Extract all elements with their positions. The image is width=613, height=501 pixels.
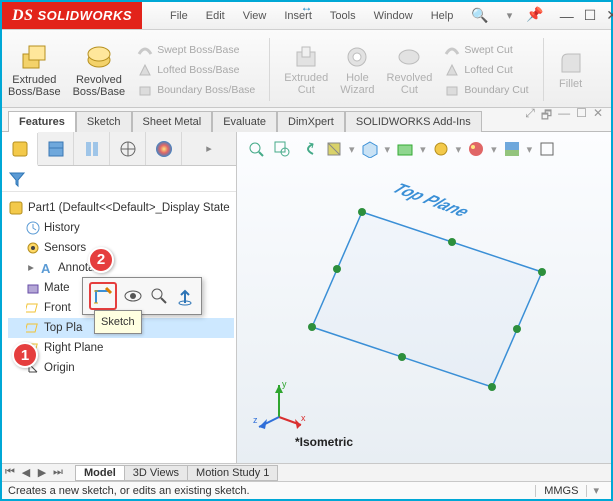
context-sketch-button[interactable] [89, 282, 117, 310]
status-dropdown-icon[interactable]: ▾ [587, 484, 605, 497]
tree-root[interactable]: Part1 (Default<<Default>_Display State [8, 198, 234, 218]
app-name: SOLIDWORKS [37, 8, 132, 23]
btab-prev-icon[interactable]: ◀ [18, 466, 34, 479]
graphics-viewport[interactable]: ▾ ▾ ▾ ▾ ▾ ▾ Top Plane x y z [237, 132, 611, 463]
callout-2: 2 [88, 247, 114, 273]
boss-flyouts: Swept Boss/Base Lofted Boss/Base Boundar… [137, 34, 255, 105]
hole-wizard-button[interactable]: Hole Wizard [340, 34, 374, 105]
view-label: *Isometric [295, 435, 353, 449]
btab-3dviews[interactable]: 3D Views [124, 465, 188, 481]
boundary-boss-button[interactable]: Boundary Boss/Base [137, 82, 255, 98]
context-zoom-button[interactable] [149, 286, 169, 306]
menu-edit[interactable]: Edit [198, 6, 233, 26]
menu-help[interactable]: Help [423, 6, 462, 26]
menu-tools[interactable]: Tools [322, 6, 364, 26]
fillet-button[interactable]: Fillet [558, 34, 584, 105]
tree-right-plane[interactable]: Right Plane [8, 338, 234, 358]
bottom-tab-bar: ⏮ ◀ ▶ ⏭ Model 3D Views Motion Study 1 [2, 463, 611, 481]
revolved-boss-button[interactable]: Revolved Boss/Base [73, 34, 126, 105]
tab-dimxpert[interactable]: DimXpert [277, 111, 345, 132]
doc-max-icon[interactable]: ☐ [576, 106, 587, 127]
minimize-button[interactable]: — [560, 8, 574, 24]
fm-tab-dim[interactable] [110, 132, 146, 165]
doc-expand-icon[interactable]: ⤢ [525, 106, 535, 127]
context-tooltip: Sketch [94, 310, 142, 334]
btab-motion[interactable]: Motion Study 1 [187, 465, 278, 481]
svg-text:x: x [301, 413, 306, 423]
menu-file[interactable]: File [162, 6, 196, 26]
menu-window[interactable]: Window [366, 6, 421, 26]
fm-tab-property[interactable] [38, 132, 74, 165]
revolved-cut-button[interactable]: Revolved Cut [387, 34, 433, 105]
revolved-cut-label: Revolved Cut [387, 72, 433, 96]
extruded-cut-label: Extruded Cut [284, 72, 328, 96]
menu-view[interactable]: View [235, 6, 275, 26]
fm-tab-config[interactable] [74, 132, 110, 165]
cut-flyouts: Swept Cut Lofted Cut Boundary Cut [444, 34, 528, 105]
menu-bar: File Edit View Insert Tools Window Help … [162, 2, 520, 29]
btab-first-icon[interactable]: ⏮ [2, 466, 18, 479]
filter-icon[interactable] [8, 170, 26, 188]
extruded-boss-button[interactable]: Extruded Boss/Base [8, 34, 61, 105]
doc-close-icon[interactable]: ✕ [593, 106, 603, 127]
fm-tab-more[interactable]: ▸ [182, 132, 236, 165]
tab-features[interactable]: Features [8, 111, 76, 132]
close-button[interactable]: ✕ [606, 7, 613, 24]
status-units[interactable]: MMGS [535, 485, 587, 497]
resize-glyph: ↔ [301, 0, 313, 14]
feature-tree: Part1 (Default<<Default>_Display State H… [2, 192, 236, 463]
status-bar: Creates a new sketch, or edits an existi… [2, 481, 611, 499]
context-show-button[interactable] [123, 286, 143, 306]
revolved-boss-label: Revolved Boss/Base [73, 74, 126, 98]
context-normal-button[interactable] [175, 286, 195, 306]
svg-text:A: A [41, 261, 51, 275]
callout-1: 1 [12, 342, 38, 368]
tab-evaluate[interactable]: Evaluate [212, 111, 277, 132]
menu-insert[interactable]: Insert [276, 6, 320, 26]
swept-boss-button[interactable]: Swept Boss/Base [137, 42, 239, 58]
boundary-cut-button[interactable]: Boundary Cut [444, 82, 528, 98]
command-tabs: Features Sketch Sheet Metal Evaluate Dim… [2, 108, 611, 132]
svg-text:y: y [282, 379, 287, 389]
status-hint: Creates a new sketch, or edits an existi… [8, 485, 250, 497]
dropdown-icon[interactable]: ▾ [499, 5, 521, 26]
ribbon: Extruded Boss/Base Revolved Boss/Base Sw… [2, 30, 611, 108]
view-triad: x y z [251, 377, 307, 433]
extruded-boss-label: Extruded Boss/Base [8, 74, 61, 98]
doc-restore-icon[interactable]: 🗗 [541, 106, 552, 127]
fillet-label: Fillet [559, 78, 582, 90]
btab-model[interactable]: Model [75, 465, 125, 481]
tree-annotations[interactable]: ▸AAnnota [8, 258, 234, 278]
tree-origin[interactable]: Origin [8, 358, 234, 378]
extruded-cut-button[interactable]: Extruded Cut [284, 34, 328, 105]
lofted-cut-button[interactable]: Lofted Cut [444, 62, 512, 78]
lofted-boss-button[interactable]: Lofted Boss/Base [137, 62, 239, 78]
tree-sensors[interactable]: Sensors [8, 238, 234, 258]
tab-sketch[interactable]: Sketch [76, 111, 132, 132]
hole-wizard-label: Hole Wizard [340, 72, 374, 96]
tab-sheetmetal[interactable]: Sheet Metal [132, 111, 213, 132]
logo-prefix: DS [12, 7, 33, 25]
fm-tab-tree[interactable] [2, 133, 38, 166]
maximize-button[interactable]: ☐ [584, 7, 597, 24]
tree-history[interactable]: History [8, 218, 234, 238]
btab-last-icon[interactable]: ⏭ [50, 466, 66, 479]
feature-manager-panel: ▸ Part1 (Default<<Default>_Display State… [2, 132, 237, 463]
pin-icon[interactable]: 📌 [520, 2, 549, 29]
swept-cut-button[interactable]: Swept Cut [444, 42, 512, 58]
tab-addins[interactable]: SOLIDWORKS Add-Ins [345, 111, 482, 132]
app-logo: DS SOLIDWORKS [2, 2, 142, 29]
btab-next-icon[interactable]: ▶ [34, 466, 50, 479]
search-icon[interactable]: 🔍 [463, 3, 496, 28]
fm-tab-appearance[interactable] [146, 132, 182, 165]
svg-text:z: z [253, 415, 258, 425]
doc-min-icon[interactable]: — [558, 106, 570, 127]
